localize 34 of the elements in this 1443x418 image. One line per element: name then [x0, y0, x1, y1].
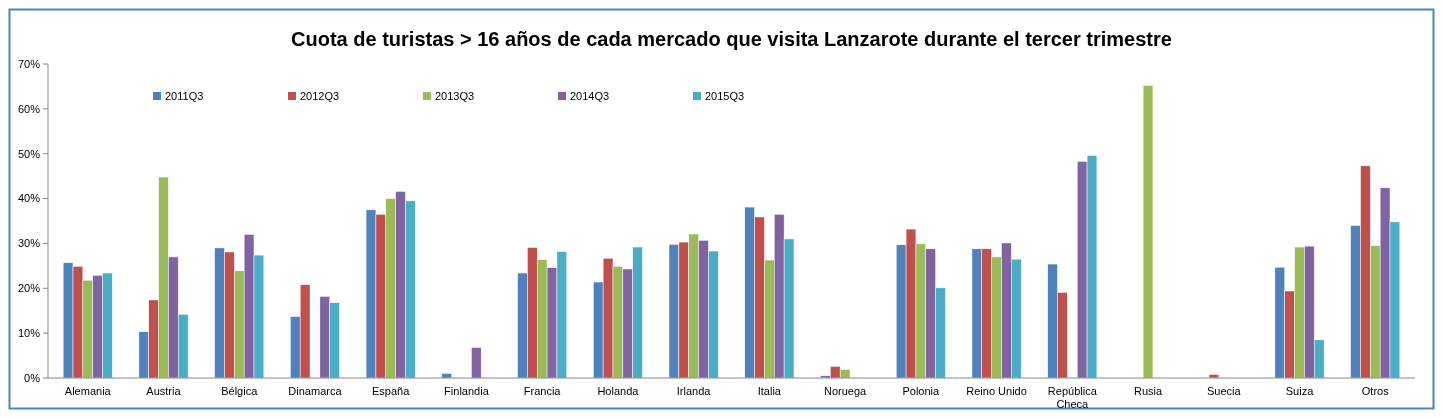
- y-tick-label: 20%: [17, 282, 41, 295]
- y-tick-label: 10%: [17, 326, 41, 339]
- x-tick-label: Polonia: [902, 385, 941, 397]
- x-tick-label: Reino Unido: [966, 385, 1027, 397]
- y-tick-label: 40%: [17, 192, 41, 205]
- legend-label: 2011Q3: [165, 89, 204, 102]
- chart-title: Cuota de turistas > 16 años de cada mercado que visita Lanzarote durante el tercer trimestre: [291, 28, 1172, 50]
- x-tick-label: República Checa: [1047, 385, 1098, 410]
- x-tick-label: España: [372, 385, 411, 397]
- legend-label: 2012Q3: [300, 89, 340, 102]
- y-tick-label: 50%: [17, 147, 41, 160]
- x-tick-label: Francia: [523, 385, 562, 397]
- legend-label: 2015Q3: [705, 89, 745, 102]
- x-tick-label: Noruega: [824, 385, 868, 397]
- legend-label: 2013Q3: [435, 89, 475, 102]
- x-tick-label: Finlandia: [444, 385, 490, 397]
- y-tick-label: 70%: [17, 57, 41, 70]
- x-tick-label: Alemania: [64, 385, 112, 397]
- x-tick-label: Austria: [146, 385, 182, 397]
- x-tick-label: Italia: [757, 385, 782, 397]
- bar: [471, 347, 482, 379]
- legend-label: 2014Q3: [570, 89, 610, 102]
- x-tick-label: Otros: [1361, 385, 1390, 397]
- bar: [1142, 85, 1154, 379]
- x-tick-label: Dinamarca: [288, 385, 343, 397]
- y-tick-label: 30%: [17, 237, 41, 250]
- x-tick-label: Suiza: [1285, 385, 1315, 397]
- x-tick-label: Rusia: [1133, 385, 1163, 397]
- x-tick-label: Suecia: [1206, 385, 1242, 397]
- x-tick-label: Holanda: [597, 385, 640, 397]
- x-tick-label: Bélgica: [221, 385, 259, 397]
- y-tick-label: 0%: [24, 371, 41, 384]
- y-tick-label: 60%: [17, 102, 41, 115]
- x-tick-label: Irlanda: [676, 385, 712, 397]
